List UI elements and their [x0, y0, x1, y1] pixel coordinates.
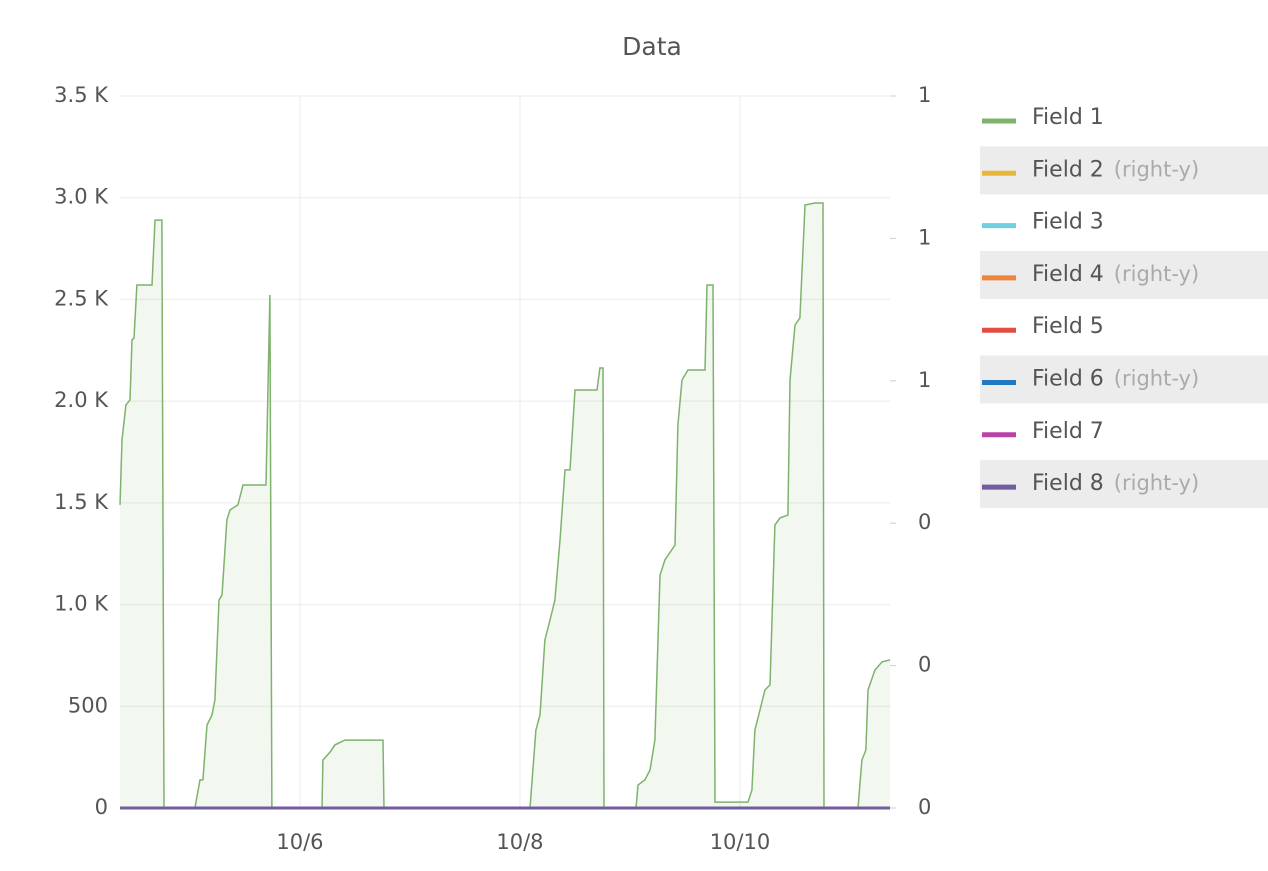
y-tick-label: 3.5 K [54, 83, 109, 107]
y-tick-label: 3.0 K [54, 185, 109, 209]
y-tick-label: 2.0 K [54, 388, 109, 412]
legend-label: Field 5 [1032, 314, 1104, 339]
legend-row-bg [980, 146, 1268, 195]
legend-axis-suffix: (right-y) [1114, 367, 1199, 391]
legend-row-bg [980, 460, 1268, 509]
legend-axis-suffix: (right-y) [1114, 157, 1199, 181]
x-tick-label: 10/10 [710, 830, 771, 854]
y2-tick-label: 1 [918, 368, 931, 392]
legend-label: Field 4 [1032, 262, 1104, 287]
y-tick-label: 1.5 K [54, 490, 109, 514]
y-tick-label: 2.5 K [54, 286, 109, 310]
grid [120, 95, 890, 809]
legend-row-bg [980, 355, 1268, 404]
axes: 0 500 1.0 K 1.5 K 2.0 K 2.5 K 3.0 K 3.5 K 0 0 0 1 1 1… [54, 83, 931, 854]
legend-label: Field 8 [1032, 471, 1104, 496]
x-tick-label: 10/6 [276, 830, 323, 854]
legend: Field 1 Field 2 (right-y) Field 3 Field 4 (ri… [980, 105, 1268, 509]
y-tick-label: 0 [95, 795, 108, 819]
legend-label: Field 2 [1032, 157, 1104, 182]
legend-label: Field 1 [1032, 105, 1104, 130]
y-tick-label: 1.0 K [54, 592, 109, 616]
chart-title: Data [622, 32, 682, 61]
legend-label: Field 6 [1032, 367, 1104, 392]
y2-tick-label: 0 [918, 795, 931, 819]
legend-label: Field 7 [1032, 419, 1104, 444]
series-line [119, 202, 891, 809]
area-fill [120, 203, 890, 808]
plot-area [119, 202, 891, 810]
y2-tick-label: 0 [918, 510, 931, 534]
y2-tick-label: 0 [918, 653, 931, 677]
legend-axis-suffix: (right-y) [1114, 262, 1199, 286]
y2-tick-label: 1 [918, 83, 931, 107]
legend-axis-suffix: (right-y) [1114, 471, 1199, 495]
legend-label: Field 3 [1032, 210, 1104, 235]
x-tick-label: 10/8 [496, 830, 543, 854]
y-tick-label: 500 [68, 693, 108, 717]
y2-tick-label: 1 [918, 225, 931, 249]
legend-row-bg [980, 250, 1268, 299]
